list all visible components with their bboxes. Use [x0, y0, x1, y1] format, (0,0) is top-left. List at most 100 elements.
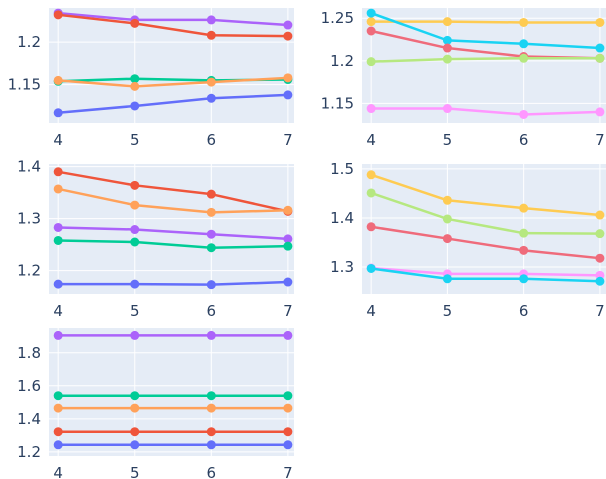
data-point[interactable]	[442, 17, 452, 27]
x-tick-label: 6	[207, 302, 217, 320]
data-point[interactable]	[595, 210, 605, 220]
data-point[interactable]	[442, 54, 452, 64]
data-point[interactable]	[206, 427, 216, 437]
data-point[interactable]	[366, 104, 376, 114]
data-point[interactable]	[366, 17, 376, 27]
data-point[interactable]	[130, 18, 140, 28]
data-point[interactable]	[595, 17, 605, 27]
data-point[interactable]	[442, 104, 452, 114]
data-point[interactable]	[130, 330, 140, 340]
data-point[interactable]	[130, 440, 140, 450]
y-tick-label: 1.3	[330, 258, 354, 276]
data-point[interactable]	[519, 228, 529, 238]
series-line	[58, 13, 288, 38]
data-point[interactable]	[130, 81, 140, 91]
data-point[interactable]	[283, 31, 293, 41]
data-point[interactable]	[206, 229, 216, 239]
data-point[interactable]	[206, 189, 216, 199]
data-point[interactable]	[283, 20, 293, 30]
data-point[interactable]	[519, 245, 529, 255]
data-point[interactable]	[206, 207, 216, 217]
data-point[interactable]	[53, 391, 63, 401]
data-point[interactable]	[442, 274, 452, 284]
data-point[interactable]	[519, 17, 529, 27]
data-point[interactable]	[283, 234, 293, 244]
data-point[interactable]	[283, 440, 293, 450]
data-point[interactable]	[519, 274, 529, 284]
data-point[interactable]	[206, 243, 216, 253]
x-tick-label: 5	[130, 464, 140, 479]
data-point[interactable]	[519, 53, 529, 63]
data-point[interactable]	[519, 109, 529, 119]
series-line	[370, 191, 600, 235]
series-2	[53, 391, 293, 401]
data-point[interactable]	[366, 57, 376, 67]
data-point[interactable]	[206, 391, 216, 401]
data-point[interactable]	[206, 440, 216, 450]
data-point[interactable]	[53, 330, 63, 340]
data-point[interactable]	[206, 403, 216, 413]
series-4	[366, 53, 605, 67]
data-point[interactable]	[53, 222, 63, 232]
data-point[interactable]	[442, 43, 452, 53]
data-point[interactable]	[130, 225, 140, 235]
data-point[interactable]	[206, 30, 216, 40]
series-2	[366, 8, 605, 53]
data-point[interactable]	[130, 200, 140, 210]
data-point[interactable]	[53, 279, 63, 289]
data-point[interactable]	[283, 391, 293, 401]
data-point[interactable]	[442, 195, 452, 205]
data-point[interactable]	[206, 77, 216, 87]
data-point[interactable]	[206, 15, 216, 25]
data-point[interactable]	[130, 403, 140, 413]
series-1	[366, 17, 605, 27]
data-point[interactable]	[283, 73, 293, 83]
data-point[interactable]	[366, 263, 376, 273]
data-point[interactable]	[519, 39, 529, 49]
data-point[interactable]	[519, 203, 529, 213]
data-point[interactable]	[53, 235, 63, 245]
data-point[interactable]	[595, 43, 605, 53]
data-point[interactable]	[53, 403, 63, 413]
data-point[interactable]	[366, 26, 376, 36]
data-point[interactable]	[206, 93, 216, 103]
data-point[interactable]	[130, 237, 140, 247]
data-point[interactable]	[53, 10, 63, 20]
data-point[interactable]	[53, 108, 63, 118]
data-point[interactable]	[53, 184, 63, 194]
data-point[interactable]	[442, 214, 452, 224]
data-point[interactable]	[366, 222, 376, 232]
data-point[interactable]	[130, 74, 140, 84]
data-point[interactable]	[595, 107, 605, 117]
data-point[interactable]	[130, 101, 140, 111]
data-point[interactable]	[130, 427, 140, 437]
data-point[interactable]	[53, 440, 63, 450]
data-point[interactable]	[283, 205, 293, 215]
data-point[interactable]	[283, 403, 293, 413]
data-point[interactable]	[595, 229, 605, 239]
data-point[interactable]	[130, 279, 140, 289]
data-point[interactable]	[53, 167, 63, 177]
data-point[interactable]	[366, 188, 376, 198]
x-tick-label: 4	[366, 131, 376, 149]
data-point[interactable]	[283, 241, 293, 251]
data-point[interactable]	[283, 277, 293, 287]
data-point[interactable]	[283, 427, 293, 437]
data-point[interactable]	[595, 53, 605, 63]
data-point[interactable]	[53, 427, 63, 437]
data-point[interactable]	[130, 180, 140, 190]
data-point[interactable]	[442, 35, 452, 45]
data-point[interactable]	[53, 75, 63, 85]
data-point[interactable]	[206, 280, 216, 290]
data-point[interactable]	[283, 90, 293, 100]
series-4	[53, 235, 293, 253]
data-point[interactable]	[366, 170, 376, 180]
data-point[interactable]	[206, 330, 216, 340]
data-point[interactable]	[130, 391, 140, 401]
data-point[interactable]	[595, 276, 605, 286]
data-point[interactable]	[595, 253, 605, 263]
data-point[interactable]	[442, 234, 452, 244]
data-point[interactable]	[283, 330, 293, 340]
data-point[interactable]	[366, 8, 376, 18]
